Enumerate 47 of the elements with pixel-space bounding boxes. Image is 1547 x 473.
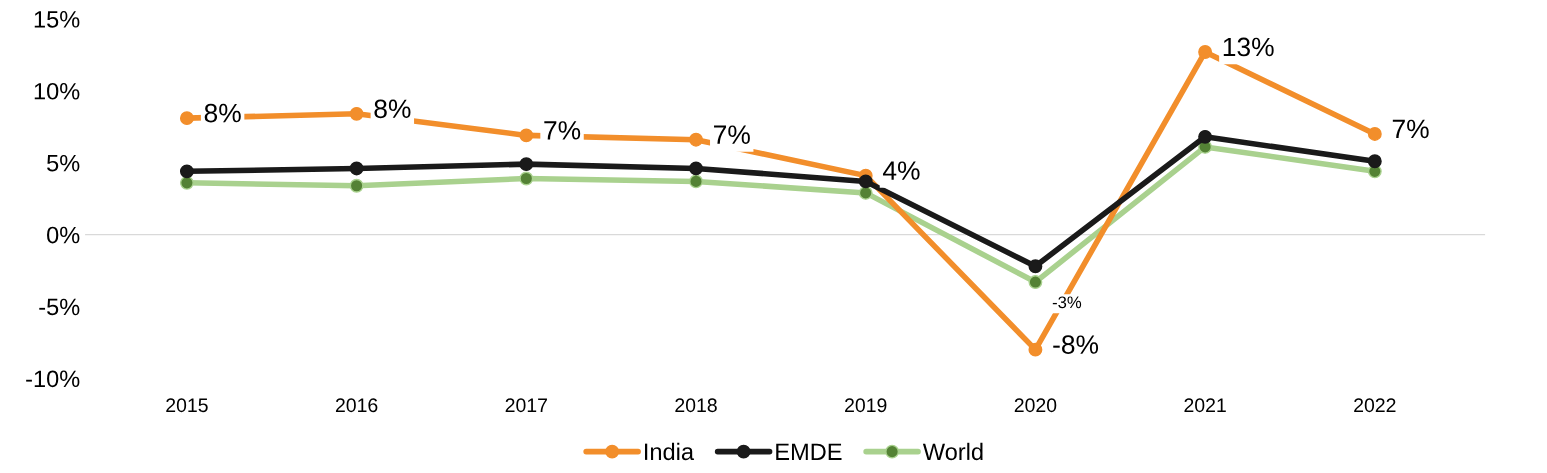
x-tick-label: 2019 <box>845 398 887 413</box>
y-tick-label: 5% <box>47 154 80 172</box>
x-tick-label: 2021 <box>1184 398 1226 413</box>
point <box>689 161 703 176</box>
data-label: 8% <box>374 99 411 119</box>
point <box>519 171 534 186</box>
data-label: -3% <box>1052 296 1082 309</box>
point <box>858 174 873 189</box>
y-tick-label: -5% <box>39 298 80 316</box>
data-label: 7% <box>1392 119 1429 139</box>
x-tick-label: 2018 <box>675 398 717 413</box>
y-tick-label: 15% <box>34 11 80 28</box>
point <box>349 161 364 176</box>
point <box>689 132 703 147</box>
y-tick-label: -10% <box>26 370 80 388</box>
point <box>349 178 364 193</box>
point <box>349 106 364 121</box>
point <box>1198 45 1213 59</box>
point <box>1028 342 1043 357</box>
point <box>1198 129 1213 144</box>
point <box>519 128 534 143</box>
x-tick-label: 2022 <box>1354 398 1396 413</box>
point <box>858 185 873 200</box>
data-label: 7% <box>714 125 750 144</box>
data-label: -8% <box>1053 335 1099 354</box>
data-label: 8% <box>204 103 241 123</box>
legend-label: India <box>645 442 695 461</box>
legend-label: EMDE <box>776 443 842 460</box>
x-tick-label: 2017 <box>505 398 547 413</box>
point <box>179 175 194 190</box>
data-label: 13% <box>1223 37 1274 57</box>
y-tick-label: 10% <box>34 82 80 100</box>
data-label: 7% <box>544 121 581 140</box>
point <box>519 157 534 172</box>
legend-label: World <box>922 442 983 461</box>
point <box>1028 275 1043 290</box>
point <box>179 111 194 126</box>
y-tick-label: 0% <box>47 226 80 244</box>
data-label: 4% <box>882 161 920 180</box>
point <box>689 174 703 189</box>
point <box>1367 127 1382 141</box>
point <box>179 164 194 179</box>
point <box>1367 154 1382 169</box>
point <box>1028 259 1043 274</box>
x-tick-label: 2015 <box>166 398 208 413</box>
x-tick-label: 2016 <box>335 398 378 413</box>
x-tick-label: 2020 <box>1014 398 1057 413</box>
